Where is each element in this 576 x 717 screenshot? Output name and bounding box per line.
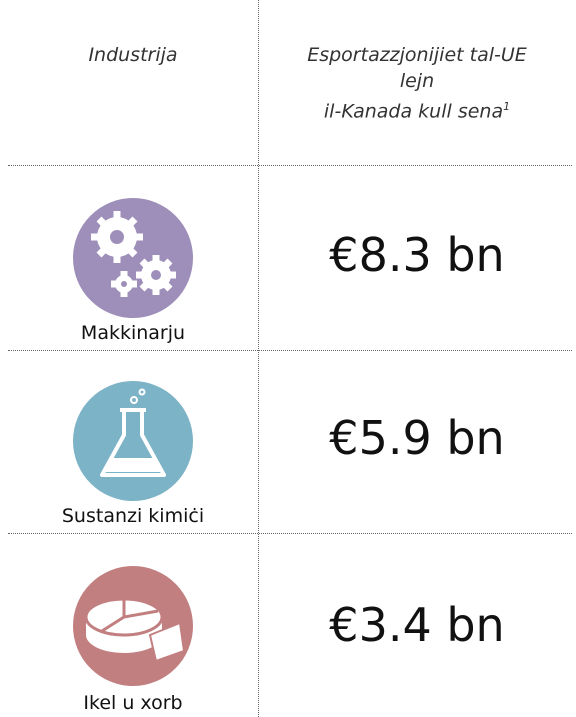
row-divider (8, 165, 572, 166)
header-exports: Esportazzjonijiet tal-UE lejn il-Kanada … (258, 42, 576, 124)
row-label: Makkinarju (80, 322, 186, 344)
machinery-icon (73, 198, 193, 318)
row-value: €5.9 bn (329, 411, 505, 465)
header-line: lejn (399, 70, 435, 92)
footnote-mark: 1 (503, 100, 511, 113)
row-label: Sustanzi kimiċi (61, 505, 205, 527)
row-value: €8.3 bn (329, 228, 505, 282)
row-divider (8, 350, 572, 351)
row-label: Ikel u xorb (83, 692, 183, 714)
chemicals-icon (73, 381, 193, 501)
header-line: il-Kanada kull sena1 (258, 94, 576, 124)
row-value: €3.4 bn (329, 598, 505, 652)
header-line: Esportazzjonijiet tal-UE (307, 44, 527, 66)
food-icon (73, 566, 193, 686)
row-divider (8, 533, 572, 534)
header-industry: Industrija (88, 44, 178, 66)
column-divider (258, 0, 259, 717)
header-text: il-Kanada kull sena (323, 100, 504, 123)
